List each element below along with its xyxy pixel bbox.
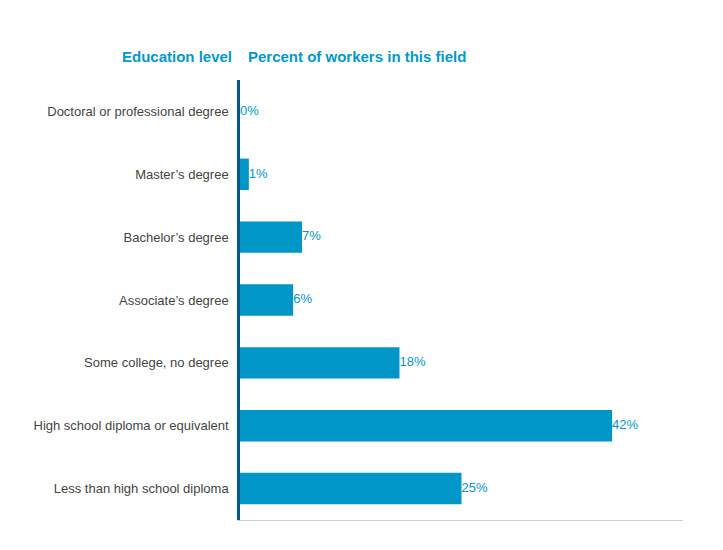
svg-text:Associate’s degree: Associate’s degree	[119, 293, 229, 308]
svg-text:Education level: Education level	[122, 48, 232, 65]
svg-text:18%: 18%	[399, 354, 425, 369]
svg-text:0%: 0%	[240, 103, 259, 118]
svg-text:Master’s degree: Master’s degree	[135, 167, 228, 182]
svg-text:Doctoral or professional degre: Doctoral or professional degree	[47, 104, 228, 119]
svg-text:Bachelor’s degree: Bachelor’s degree	[124, 230, 229, 245]
svg-text:Percent of workers in this fie: Percent of workers in this field	[248, 48, 466, 65]
svg-text:25%: 25%	[462, 480, 488, 495]
svg-text:Less than high school diploma: Less than high school diploma	[54, 481, 230, 496]
svg-text:High school diploma or equival: High school diploma or equivalent	[34, 418, 230, 433]
svg-text:7%: 7%	[302, 228, 321, 243]
svg-text:Some college, no degree: Some college, no degree	[84, 355, 229, 370]
svg-text:1%: 1%	[249, 166, 268, 181]
svg-text:6%: 6%	[293, 291, 312, 306]
svg-text:42%: 42%	[612, 417, 638, 432]
